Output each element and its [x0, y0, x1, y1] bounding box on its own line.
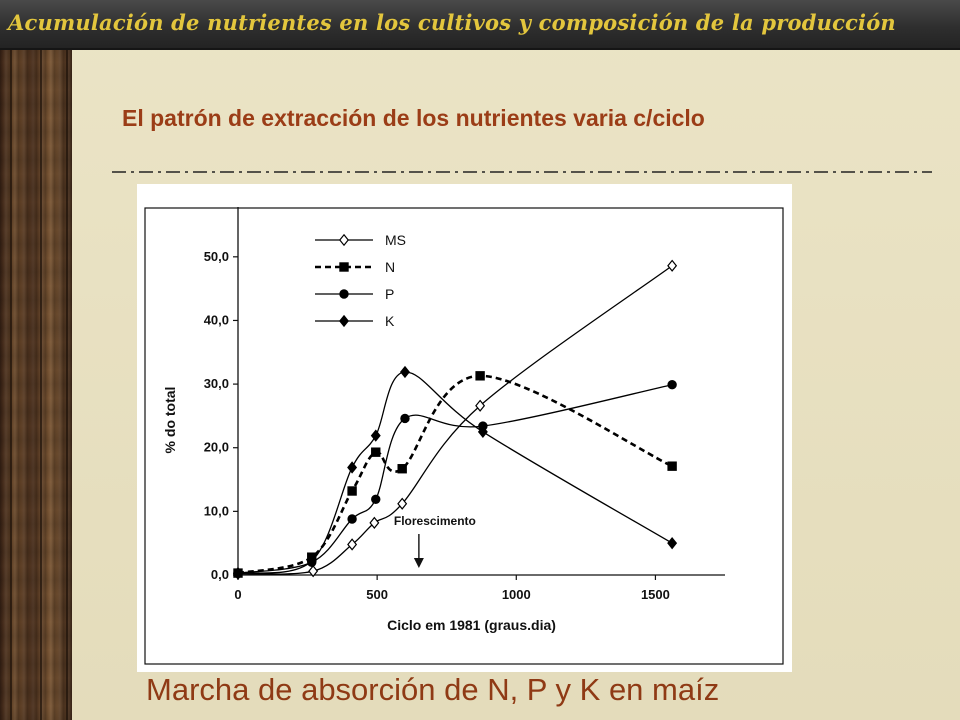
legend-ms-label: MS	[385, 232, 406, 248]
series-n-line	[237, 374, 673, 575]
y-tick-label: 40,0	[204, 312, 229, 327]
x-tick-label: 0	[234, 587, 241, 602]
x-tick-label: 1000	[502, 587, 531, 602]
legend-ms-marker	[339, 233, 349, 247]
series-ms-point	[397, 497, 408, 510]
dash-dot-divider	[112, 171, 932, 173]
series-k-point	[400, 365, 410, 379]
series-k-point	[347, 461, 358, 474]
series-p-point	[400, 413, 410, 424]
series-n-point	[475, 371, 485, 381]
legend-p-marker	[339, 289, 349, 299]
slide-subtitle: El patrón de extracción de los nutriente…	[122, 105, 705, 131]
flowering-annotation-label: Florescimento	[394, 514, 476, 528]
legend-n-marker	[339, 262, 349, 272]
series-p-point	[371, 494, 381, 504]
series-ms-point	[475, 399, 486, 412]
y-tick-label: 10,0	[204, 503, 229, 518]
legend-n-label: N	[385, 259, 395, 275]
series-ms-point	[369, 516, 380, 529]
legend-k-label: K	[385, 313, 395, 329]
flowering-arrow-head	[413, 558, 424, 568]
series-k-line	[237, 371, 673, 574]
legend-k-marker	[339, 314, 349, 328]
absorption-chart: 0,0 10,0 20,0 30,0 40,0 50,0 0 500 1000 1500 Ciclo…	[144, 207, 784, 665]
series-n-point	[347, 486, 357, 496]
series-k-point	[477, 425, 488, 438]
chart-frame	[144, 207, 784, 665]
y-tick-label: 20,0	[204, 440, 229, 455]
y-tick-label: 50,0	[204, 249, 229, 264]
series-n-point	[667, 461, 677, 471]
wood-texture-strip	[0, 0, 72, 720]
chart-panel: 0,0 10,0 20,0 30,0 40,0 50,0 0 500 1000 1500 Ciclo…	[137, 184, 792, 672]
x-tick-label: 1500	[641, 587, 670, 602]
series-p-point	[667, 380, 677, 390]
series-p-line	[237, 384, 673, 574]
slide-caption: Marcha de absorción de N, P y K en maíz	[146, 672, 720, 707]
wood-strip-lines	[0, 40, 72, 720]
series-k-point	[306, 554, 317, 568]
x-tick-label: 500	[366, 587, 388, 602]
series-k-point	[370, 429, 381, 442]
series-ms-point	[667, 259, 678, 272]
slide-title: Acumulación de nutrientes en los cultivo…	[8, 10, 896, 35]
y-axis-label: % do total	[162, 387, 178, 454]
series-p-point	[347, 514, 357, 524]
series-ms-point	[308, 565, 319, 578]
series-k-point	[233, 566, 243, 580]
series-n-point	[397, 464, 407, 474]
series-ms-point	[347, 538, 358, 551]
legend-p-label: P	[385, 286, 394, 302]
x-axis-label: Ciclo em 1981 (graus.dia)	[387, 617, 556, 633]
y-tick-label: 30,0	[204, 376, 229, 391]
y-tick-label: 0,0	[211, 567, 229, 582]
series-k-point	[667, 537, 678, 550]
title-bar: Acumulación de nutrientes en los cultivo…	[0, 0, 960, 50]
series-n-point	[371, 447, 381, 457]
